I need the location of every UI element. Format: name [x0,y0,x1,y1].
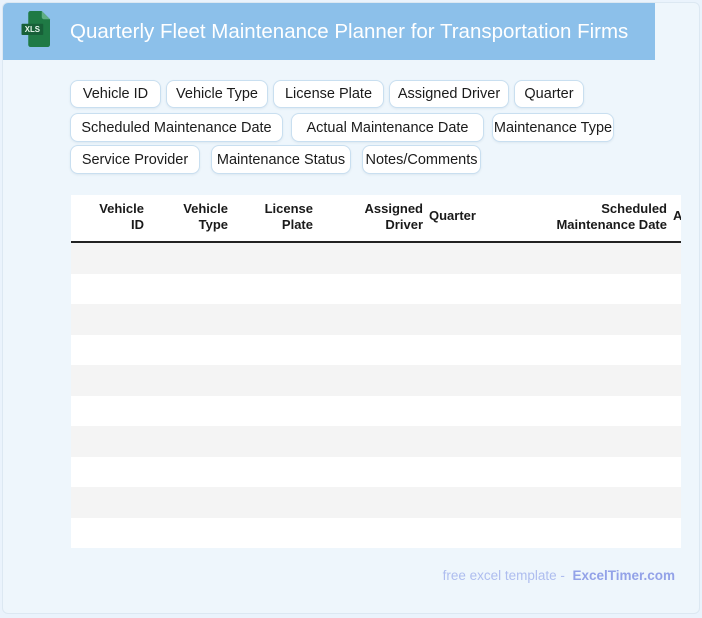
svg-text:XLS: XLS [25,25,40,34]
